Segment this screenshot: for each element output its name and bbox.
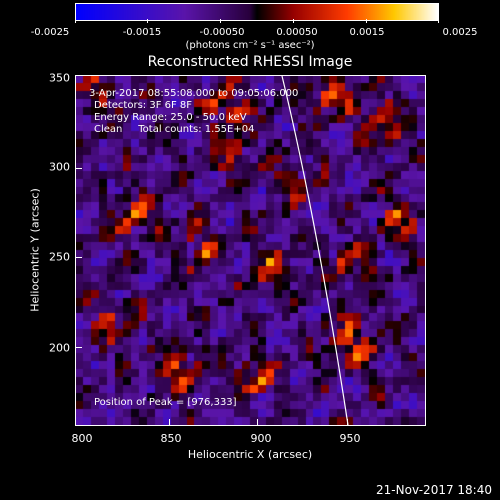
y-tick-label: 250 bbox=[49, 250, 70, 264]
colorbar-tick-label: -0.0025 bbox=[30, 27, 70, 38]
limb-curve bbox=[281, 76, 349, 425]
x-tick-label: 900 bbox=[250, 432, 272, 445]
colorbar-tickmark bbox=[75, 19, 76, 23]
colorbar-tickmark bbox=[438, 19, 439, 23]
y-axis-label: Heliocentric Y (arcsec) bbox=[28, 188, 42, 312]
x-tickmark bbox=[347, 419, 348, 425]
y-tick-label: 350 bbox=[49, 71, 70, 85]
info-time-range: 3-Apr-2017 08:55:08.000 to 09:05:06.000 bbox=[89, 88, 299, 99]
y-tickmark bbox=[76, 347, 82, 348]
y-tickmark bbox=[76, 168, 82, 169]
colorbar-tick-label: -0.0015 bbox=[122, 27, 162, 38]
timestamp: 21-Nov-2017 18:40 bbox=[376, 483, 492, 497]
x-tick-label: 850 bbox=[160, 432, 182, 445]
colorbar-tickmark bbox=[366, 19, 367, 23]
x-tickmark bbox=[169, 419, 170, 425]
peak-position: Position of Peak = [976,333] bbox=[94, 397, 237, 408]
x-axis-label: Heliocentric X (arcsec) bbox=[187, 448, 313, 461]
colorbar-tick-label: 0.0025 bbox=[442, 27, 478, 38]
colorbar-units: (photons cm⁻² s⁻¹ asec⁻²) bbox=[185, 40, 315, 51]
solar-limb bbox=[281, 76, 349, 425]
y-tick-label: 200 bbox=[49, 341, 70, 355]
colorbar bbox=[75, 3, 439, 21]
colorbar-tickmark bbox=[147, 19, 148, 23]
colorbar-tick-label: 0.0015 bbox=[349, 27, 385, 38]
plot-title: Reconstructed RHESSI Image bbox=[147, 54, 353, 70]
info-clean-counts: Clean Total counts: 1.55E+04 bbox=[94, 124, 255, 135]
y-tickmark bbox=[76, 257, 82, 258]
x-tickmark bbox=[257, 419, 258, 425]
image-plot: 3-Apr-2017 08:55:08.000 to 09:05:06.000 … bbox=[75, 75, 426, 426]
colorbar-gradient bbox=[76, 4, 438, 20]
x-tick-label: 800 bbox=[71, 432, 93, 445]
info-detectors: Detectors: 3F 6F 8F bbox=[94, 100, 193, 111]
colorbar-tickmark bbox=[293, 19, 294, 23]
colorbar-tick-label: -0.00050 bbox=[199, 27, 245, 38]
y-tick-label: 300 bbox=[49, 160, 70, 174]
rhessi-image bbox=[76, 76, 425, 425]
x-tick-label: 950 bbox=[339, 432, 361, 445]
colorbar-tickmark bbox=[220, 19, 221, 23]
info-energy-range: Energy Range: 25.0 - 50.0 keV bbox=[94, 112, 247, 123]
colorbar-tick-label: 0.00050 bbox=[276, 27, 318, 38]
